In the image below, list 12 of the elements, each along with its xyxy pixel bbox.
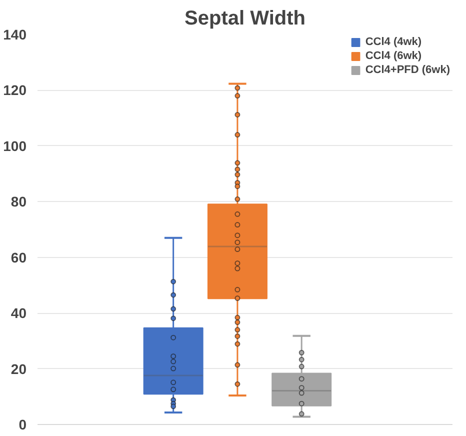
y-tick-label: 40 — [10, 305, 27, 322]
y-tick-label: 20 — [10, 360, 27, 377]
legend-label: CCl4 (6wk) — [365, 50, 422, 62]
y-tick-label: 80 — [10, 194, 27, 210]
y-tick-label: 100 — [3, 138, 27, 154]
y-tick-label: 60 — [10, 249, 27, 266]
legend-label: CCl4 (4wk) — [365, 36, 422, 48]
y-tick-label: 120 — [3, 82, 27, 98]
chart-title: Septal Width — [184, 8, 306, 30]
y-tick-label: 140 — [3, 26, 27, 42]
legend-label: CCl4+PFD (6wk) — [365, 64, 450, 76]
y-tick-label: 0 — [18, 416, 27, 432]
